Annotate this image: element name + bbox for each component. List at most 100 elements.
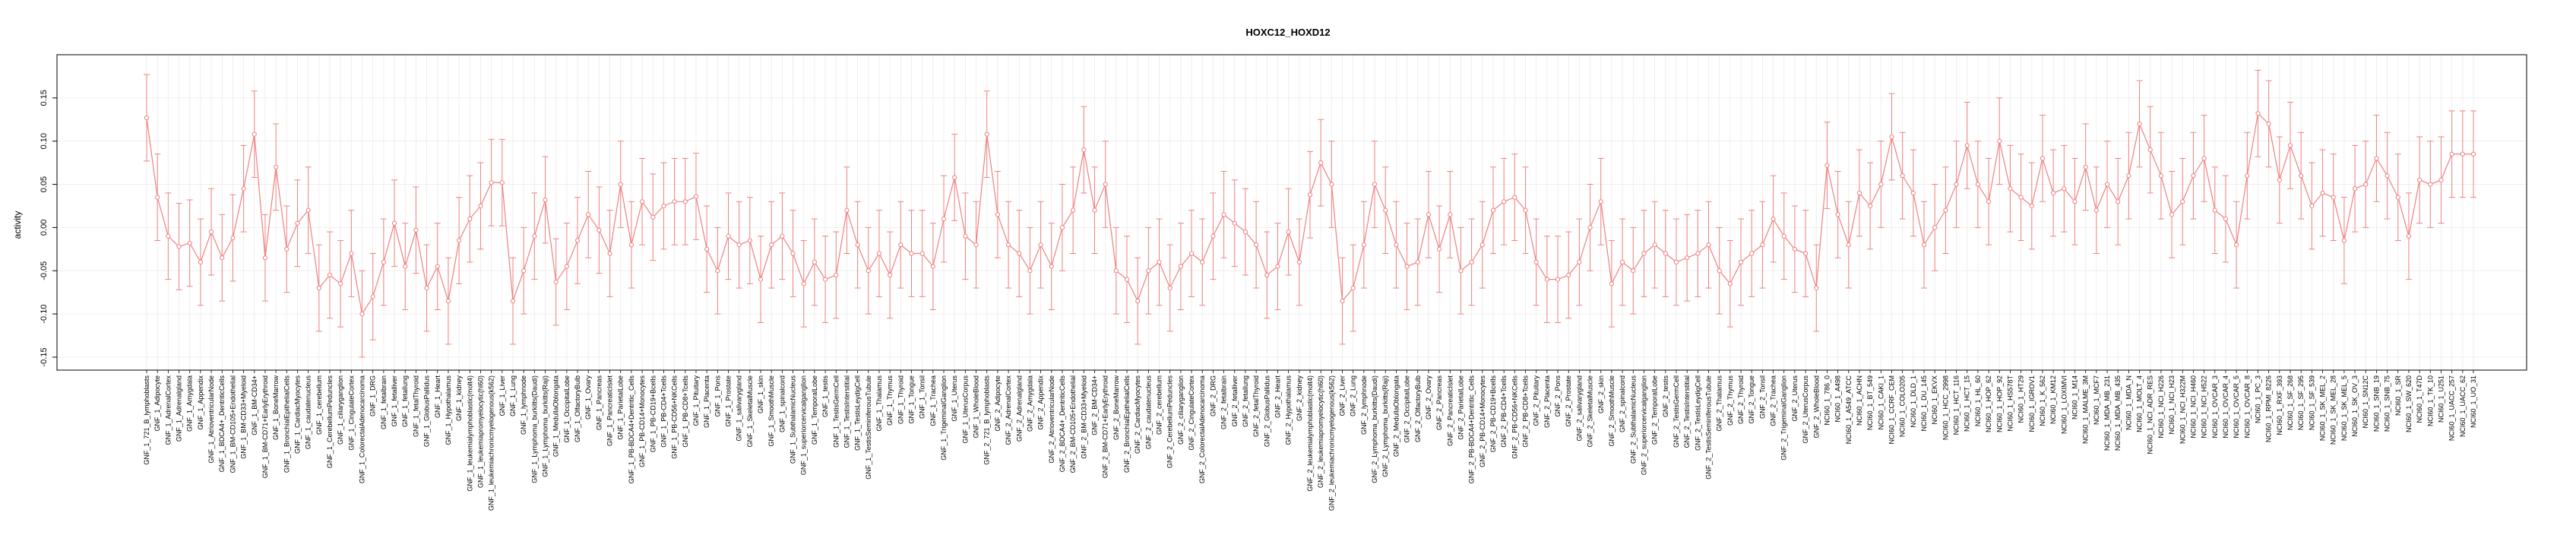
- x-tick-label: NCI60_1_NCI_H322M: [2179, 375, 2186, 444]
- x-tick-label: GNF_1_Adipocyte: [153, 375, 161, 432]
- x-tick-label: GNF_1_salivarygland: [736, 375, 743, 442]
- x-tick-label: GNF_1_BoneMarrow: [272, 375, 280, 441]
- data-point: [1975, 182, 1981, 187]
- data-point: [618, 182, 623, 187]
- data-point: [790, 251, 796, 256]
- x-tick-label: GNF_2_SkeletalMuscle: [1587, 375, 1594, 448]
- data-point: [909, 251, 914, 256]
- x-tick-label: GNF_2_fetalliver: [1231, 375, 1239, 427]
- data-point: [1631, 268, 1636, 274]
- x-tick-label: GNF_2_Amygdala: [1026, 375, 1033, 432]
- x-tick-label: GNF_1_UterusCorpus: [961, 375, 969, 444]
- data-point: [359, 311, 365, 317]
- data-point: [1404, 264, 1410, 269]
- x-tick-label: GNF_2_WholeBlood: [1812, 375, 1820, 439]
- data-point: [2223, 216, 2229, 222]
- x-tick-label: GNF_1_BM-CD105+Endothelial: [229, 375, 236, 473]
- data-point: [2093, 207, 2099, 213]
- data-point: [1221, 212, 1226, 217]
- x-tick-label: GNF_2_AtrioventricularNode: [1048, 375, 1055, 464]
- data-point: [1652, 242, 1657, 248]
- x-tick-label: NCI60_1_K_562: [2039, 375, 2046, 426]
- x-tick-label: GNF_1_fetalThyroid: [412, 375, 419, 437]
- data-point: [1361, 242, 1366, 248]
- data-point: [1113, 268, 1119, 274]
- data-point: [650, 214, 656, 220]
- x-tick-label: NCI60_1_HL_60: [1974, 375, 1982, 426]
- x-tick-label: NCI60_1_UACC_257: [2448, 375, 2456, 441]
- data-point: [349, 251, 354, 256]
- x-tick-label: GNF_2_CerebellumPeduncles: [1166, 375, 1174, 469]
- data-point: [499, 180, 505, 185]
- x-tick-label: GNF_1_BM-CD33+Myeloid: [240, 375, 248, 459]
- y-tick-label: 0.10: [40, 133, 49, 149]
- data-point: [1146, 268, 1151, 274]
- data-point: [1038, 242, 1043, 248]
- x-tick-label: NCI60_1_HCT_15: [1964, 375, 1971, 432]
- x-tick-label: NCI60_1_MOLT_4: [2136, 375, 2144, 432]
- x-tick-label: GNF_1_CingulateCortex: [347, 375, 355, 451]
- data-point: [2169, 212, 2175, 217]
- data-point: [1932, 225, 1938, 230]
- data-point: [1188, 251, 1195, 256]
- data-point: [187, 240, 192, 245]
- data-point: [2460, 151, 2465, 157]
- x-tick-label: GNF_1_BM-CD34+: [251, 375, 258, 435]
- data-point: [1587, 225, 1593, 230]
- x-tick-label: GNF_2_SubthalamicNucleus: [1629, 375, 1637, 464]
- x-tick-label: GNF_1_Ovary: [584, 375, 592, 420]
- x-tick-label: GNF_1_Uterus: [951, 375, 958, 422]
- x-tick-label: GNF_1_PB-CD4+Tcells: [660, 375, 667, 448]
- x-tick-label: NCI60_1_786_0: [1823, 375, 1831, 426]
- x-tick-label: GNF_2_CingulateCortex: [1188, 375, 1195, 451]
- data-point: [1533, 259, 1539, 264]
- data-point: [2287, 143, 2293, 148]
- x-tick-label: GNF_2_OccipitalLobe: [1404, 375, 1411, 443]
- data-point: [1296, 259, 1302, 264]
- data-point: [1889, 134, 1894, 140]
- x-tick-label: GNF_2_spinalcord: [1619, 375, 1626, 432]
- x-tick-label: NCI60_1_NCI_H522: [2201, 375, 2208, 439]
- x-tick-label: NCI60_1_HT29: [2017, 375, 2025, 423]
- data-point: [2385, 173, 2390, 179]
- data-point: [1071, 207, 1076, 213]
- data-point: [607, 251, 612, 256]
- data-point: [1340, 298, 1345, 304]
- data-point: [963, 233, 968, 239]
- x-tick-label: GNF_1_Pituitary: [692, 375, 700, 426]
- data-point: [564, 264, 569, 269]
- data-point: [2137, 121, 2142, 127]
- data-point: [1868, 203, 1873, 209]
- data-point: [1598, 199, 1603, 204]
- data-point: [370, 294, 375, 299]
- data-point: [403, 264, 408, 269]
- data-point: [1458, 268, 1464, 274]
- x-tick-label: NCI60_1_SR: [2394, 375, 2402, 416]
- x-tick-label: GNF_2_DRG: [1209, 375, 1217, 416]
- x-tick-label: GNF_2_Lymphoma_burkitts(Daudi): [1371, 375, 1378, 483]
- x-tick-label: GNF_2_TemporalLobe: [1651, 375, 1659, 445]
- x-tick-label: NCI60_1_SNB_75: [2384, 375, 2391, 432]
- data-point: [1275, 264, 1280, 269]
- x-tick-label: GNF_2_Trachea: [1770, 375, 1777, 426]
- x-tick-label: GNF_1_SubthalamicNucleus: [790, 375, 797, 464]
- data-point: [1609, 281, 1615, 287]
- data-point: [1781, 233, 1786, 239]
- data-point: [1415, 259, 1420, 264]
- x-tick-label: GNF_2_PB-CD56+NKCells: [1511, 375, 1518, 459]
- x-tick-label: GNF_2_leukemialymphoblastic(molt4): [1306, 375, 1314, 492]
- x-tick-label: GNF_2_caudatenucleus: [1144, 375, 1152, 450]
- x-tick-label: GNF_2_TestisSeminiferousTubule: [1705, 375, 1713, 480]
- data-point: [1329, 182, 1334, 187]
- x-tick-label: GNF_2_Appendix: [1037, 375, 1045, 430]
- y-tick-label: -0.10: [40, 305, 49, 324]
- x-tick-label: GNF_2_BDCA4+_DentriticCells: [1059, 375, 1066, 473]
- data-point: [2104, 182, 2110, 187]
- data-point: [1555, 277, 1561, 282]
- data-point: [1049, 264, 1054, 269]
- data-point: [574, 238, 581, 243]
- x-tick-label: GNF_1_GlobusPallidus: [423, 375, 431, 448]
- x-tick-label: GNF_2_fetalbrain: [1220, 375, 1228, 429]
- x-tick-label: NCI60_1_RXF_393: [2276, 375, 2283, 435]
